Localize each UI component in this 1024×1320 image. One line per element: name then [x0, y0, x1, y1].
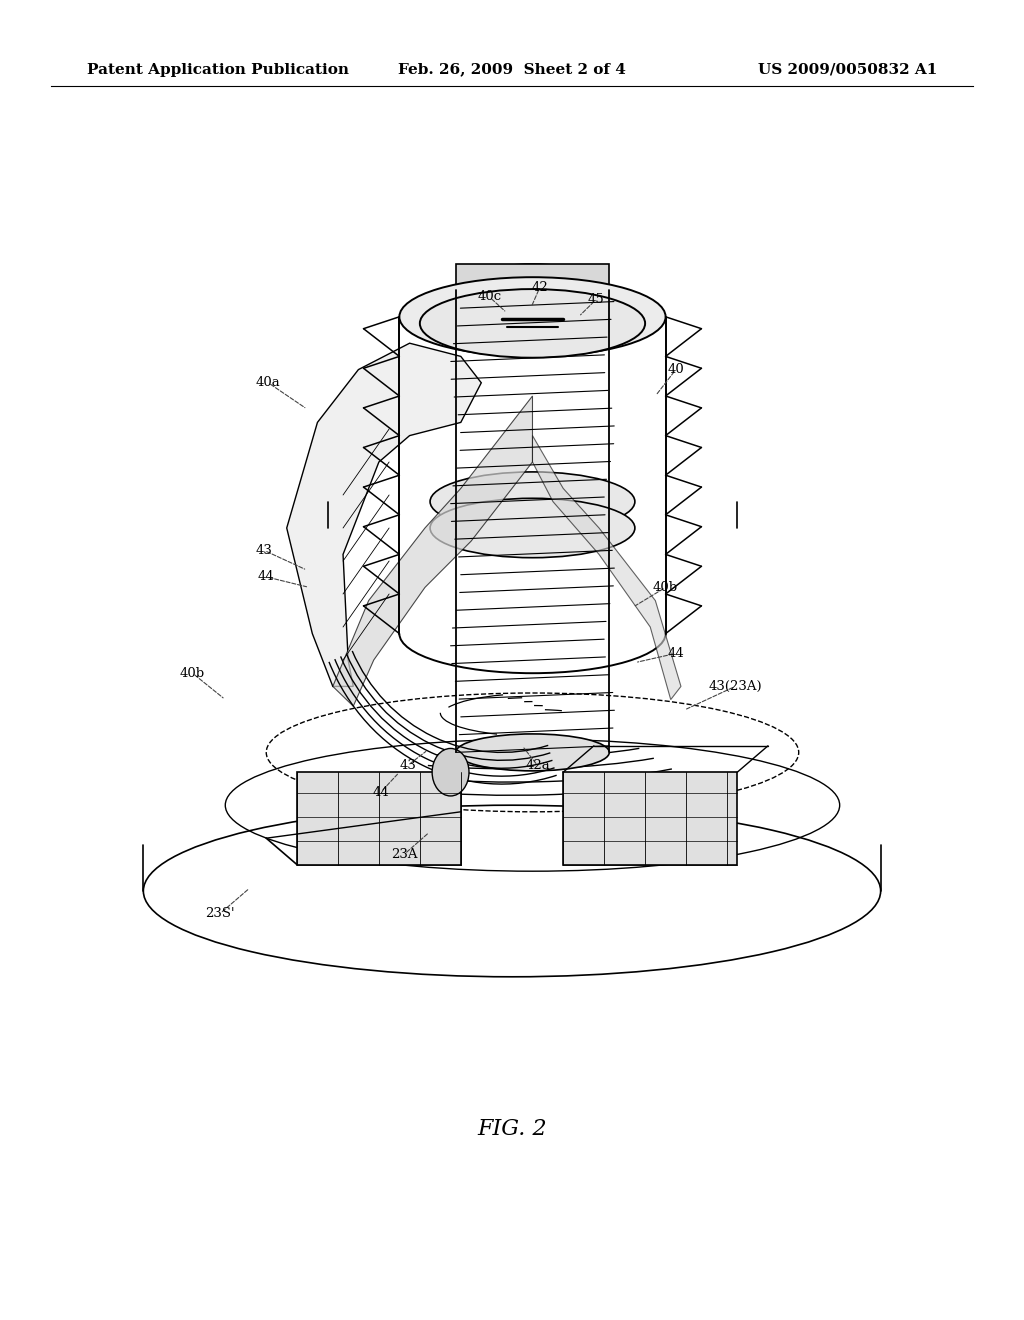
Text: 40b: 40b — [180, 667, 205, 680]
Polygon shape — [287, 343, 481, 686]
Text: 23A: 23A — [391, 847, 418, 861]
Ellipse shape — [456, 264, 609, 317]
Text: Patent Application Publication: Patent Application Publication — [87, 62, 349, 77]
Text: 43: 43 — [399, 759, 416, 772]
Text: 42a: 42a — [525, 759, 550, 772]
Text: 43: 43 — [256, 544, 272, 557]
Ellipse shape — [399, 277, 666, 356]
Text: 40: 40 — [668, 363, 684, 376]
Text: US 2009/0050832 A1: US 2009/0050832 A1 — [758, 62, 937, 77]
Ellipse shape — [420, 289, 645, 358]
Ellipse shape — [430, 471, 635, 532]
Text: 23S': 23S' — [206, 907, 234, 920]
Polygon shape — [563, 772, 737, 865]
Text: 43(23A): 43(23A) — [709, 680, 762, 693]
Text: FIG. 2: FIG. 2 — [477, 1118, 547, 1139]
Polygon shape — [333, 396, 532, 706]
Polygon shape — [532, 436, 681, 700]
Text: Feb. 26, 2009  Sheet 2 of 4: Feb. 26, 2009 Sheet 2 of 4 — [398, 62, 626, 77]
Text: 40a: 40a — [256, 376, 281, 389]
Polygon shape — [456, 264, 609, 304]
Text: 45: 45 — [588, 293, 604, 306]
Text: 40c: 40c — [477, 290, 502, 304]
Ellipse shape — [430, 498, 635, 557]
Ellipse shape — [456, 734, 609, 771]
Circle shape — [432, 748, 469, 796]
Text: 44: 44 — [373, 785, 389, 799]
Polygon shape — [297, 772, 461, 865]
Text: 44: 44 — [258, 570, 274, 583]
Text: 40b: 40b — [653, 581, 678, 594]
Text: 44: 44 — [668, 647, 684, 660]
Text: 42: 42 — [531, 281, 548, 294]
